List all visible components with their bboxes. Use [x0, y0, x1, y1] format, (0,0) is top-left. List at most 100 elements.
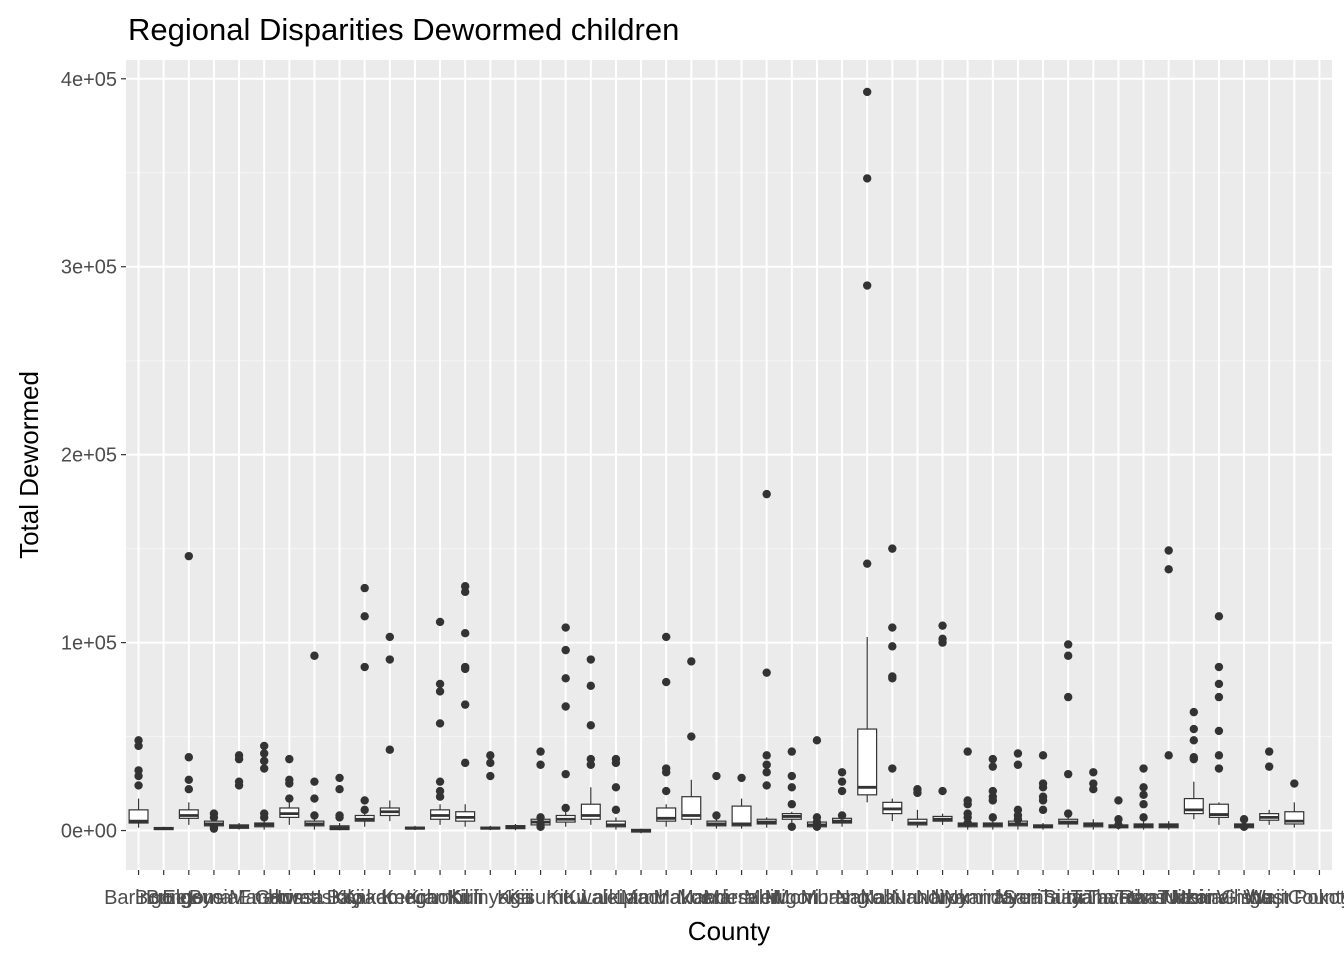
box-mandera	[706, 771, 727, 829]
x-tick-label: Nairobi	[836, 887, 899, 909]
outlier-point	[586, 681, 596, 691]
box-taita-taveta	[1083, 768, 1104, 830]
box-homa-bay	[304, 651, 325, 830]
outlier-point	[661, 632, 671, 642]
x-tick-label: Bomet	[135, 887, 193, 909]
outlier-point	[1089, 779, 1098, 788]
outlier-point	[435, 786, 445, 796]
outlier-point	[1139, 764, 1148, 773]
x-tick-label: Murang'a	[801, 887, 885, 909]
x-tick-label: Isiolo	[316, 887, 363, 909]
x-tick-label: Kajiado	[331, 887, 398, 909]
outlier-point	[486, 758, 495, 768]
outlier-point	[913, 784, 922, 794]
y-axis-title: Total Dewormed	[14, 371, 44, 559]
outlier-point	[1189, 736, 1199, 745]
x-tick-label: Nandi	[891, 887, 943, 909]
x-tick-label: Kericho	[381, 887, 449, 909]
outlier-point	[435, 617, 445, 627]
box-iqr	[128, 809, 149, 824]
box-wajir	[1259, 747, 1280, 825]
x-tick-label: Meru	[744, 887, 790, 909]
outlier-point	[787, 747, 797, 756]
x-tick-label: Lamu	[616, 887, 666, 909]
box-bomet	[153, 826, 174, 831]
outlier-point	[310, 794, 319, 803]
outlier-point	[812, 813, 822, 822]
outlier-point	[561, 702, 570, 711]
outlier-point	[812, 736, 822, 745]
outlier-point	[1214, 692, 1224, 702]
outlier-point	[1063, 692, 1073, 702]
outlier-point	[1164, 546, 1173, 555]
outlier-point	[888, 642, 897, 651]
x-tick-label: Kilifi	[447, 887, 484, 909]
x-tick-label: Bungoma	[146, 887, 232, 909]
box-marsabit	[731, 773, 752, 829]
box-series	[128, 87, 1305, 834]
outlier-point	[1239, 822, 1249, 831]
box-elgeyo-marakwet	[229, 751, 250, 830]
outlier-point	[762, 751, 771, 760]
outlier-point	[134, 781, 143, 790]
outlier-point	[762, 760, 771, 769]
x-tick-label: Turkana	[1157, 887, 1231, 909]
box-murang-a	[832, 768, 853, 827]
box-nyamira	[957, 747, 978, 830]
outlier-point	[938, 621, 947, 630]
box-turkana	[1183, 707, 1204, 820]
x-tick-label: Marsabit	[703, 887, 780, 909]
outlier-point	[209, 822, 219, 831]
outlier-point	[184, 784, 194, 794]
x-tick-label: Makueni	[654, 887, 730, 909]
outlier-point	[586, 721, 596, 730]
x-tick-label: Tana River	[1071, 887, 1167, 909]
x-tick-label: Laikipia	[582, 887, 651, 909]
x-tick-label: County	[1288, 887, 1344, 909]
box-iqr	[1183, 797, 1204, 815]
outlier-point	[1214, 662, 1224, 672]
outlier-point	[661, 764, 671, 773]
outlier-point	[536, 747, 545, 756]
outlier-point	[862, 281, 872, 290]
outlier-point	[1189, 753, 1199, 762]
box-kirinyaga	[480, 751, 501, 830]
outlier-point	[1164, 751, 1173, 760]
outlier-point	[561, 769, 570, 779]
outlier-point	[1089, 768, 1098, 777]
x-tick-label: Kakamega	[342, 887, 438, 909]
outlier-point	[787, 771, 797, 781]
outlier-point	[586, 754, 596, 764]
x-tick-label: Machakos	[621, 887, 712, 909]
x-tick-label: Busia	[189, 887, 240, 909]
outlier-point	[1214, 764, 1224, 773]
outlier-point	[310, 811, 319, 820]
x-tick-label: Kitui	[546, 887, 585, 909]
outlier-point	[310, 777, 319, 786]
outlier-point	[938, 786, 947, 796]
outlier-point	[762, 768, 771, 777]
outlier-point	[285, 775, 294, 784]
outlier-point	[259, 756, 269, 766]
outlier-point	[687, 732, 696, 741]
outlier-point	[712, 771, 721, 781]
outlier-point	[712, 811, 721, 820]
outlier-point	[1063, 640, 1073, 649]
box-uasin-gishu	[1208, 612, 1229, 825]
box-iqr	[857, 728, 878, 796]
outlier-point	[787, 783, 797, 792]
outlier-point	[1038, 792, 1048, 801]
box-kwale	[580, 655, 601, 825]
box-embu	[254, 741, 275, 830]
outlier-point	[1038, 751, 1048, 760]
box-nakuru	[882, 544, 903, 822]
x-tick-label: Baringo	[104, 887, 173, 909]
x-tick-label: Wajir	[1247, 887, 1292, 909]
box-iqr	[731, 805, 752, 827]
outlier-point	[1139, 783, 1148, 792]
outlier-point	[184, 775, 194, 784]
outlier-point	[611, 805, 621, 815]
box-siaya	[1058, 640, 1079, 828]
